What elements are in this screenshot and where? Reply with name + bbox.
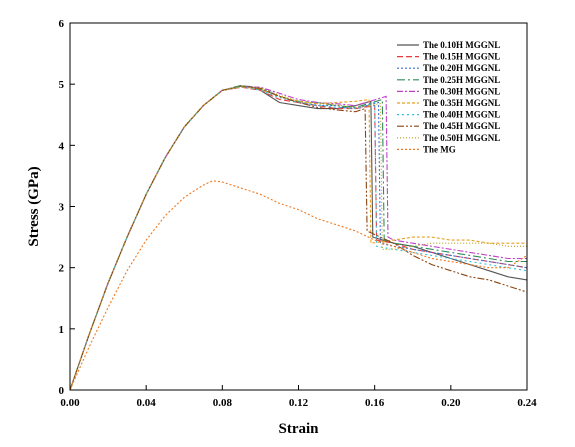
series-line [69, 84, 527, 391]
y-tick-label: 0 [59, 385, 65, 397]
legend-entry: The 0.45H MGGNL [423, 121, 500, 131]
y-tick-label: 1 [59, 324, 65, 336]
legend-entry: The MG [423, 144, 456, 154]
x-tick-label: 0.12 [289, 397, 309, 409]
legend-entry: The 0.20H MGGNL [423, 63, 500, 73]
y-tick-label: 6 [59, 18, 65, 30]
x-tick-label: 0.24 [517, 397, 537, 409]
series-line [69, 85, 528, 391]
x-axis-ticks: 0.00 0.04 0.08 0.12 0.16 0.20 0.24 [60, 385, 537, 409]
legend-entry: The 0.10H MGGNL [423, 40, 500, 50]
legend-entry: The 0.50H MGGNL [423, 133, 500, 143]
y-tick-label: 4 [59, 140, 65, 152]
legend-entry: The 0.25H MGGNL [423, 75, 500, 85]
x-tick-label: 0.08 [213, 397, 233, 409]
x-axis-label: Strain [278, 421, 319, 437]
x-tick-label: 0.16 [365, 397, 385, 409]
series-line [69, 180, 528, 391]
y-tick-label: 5 [59, 79, 65, 91]
x-tick-label: 0.04 [137, 397, 157, 409]
legend-entry: The 0.15H MGGNL [423, 52, 500, 62]
y-tick-label: 2 [59, 263, 65, 275]
series-line [69, 86, 527, 391]
y-tick-label: 3 [59, 202, 65, 214]
series-line [69, 85, 528, 391]
x-tick-label: 0.00 [60, 397, 80, 409]
legend-entry: The 0.40H MGGNL [423, 110, 500, 120]
x-tick-label: 0.20 [441, 397, 461, 409]
plot-area [69, 84, 528, 391]
legend-entry: The 0.30H MGGNL [423, 86, 500, 96]
y-axis-ticks: 0 1 2 3 4 5 6 [59, 18, 75, 397]
y-axis-label: Stress (GPa) [26, 166, 42, 246]
legend-entry: The 0.35H MGGNL [423, 98, 500, 108]
